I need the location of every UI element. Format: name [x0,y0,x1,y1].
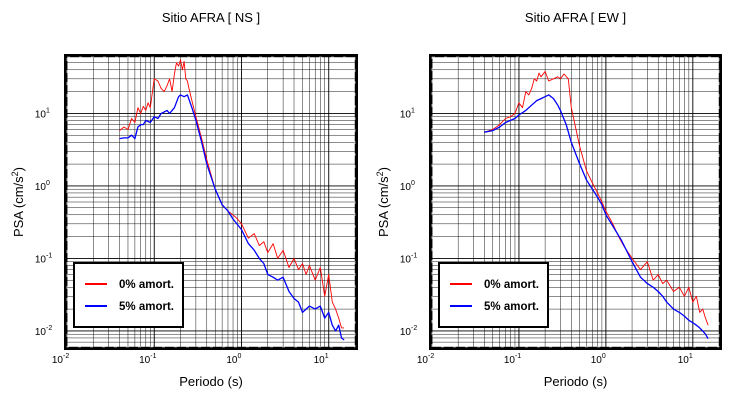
plot-frame [64,54,358,350]
chart-title: Sitio AFRA [ NS ] [162,10,260,25]
legend: 0% amort. 5% amort. [73,262,184,328]
y-tick-label: 10 [400,182,412,193]
y-tick-exponent: 1 [411,107,415,114]
x-tick-label: 10 [504,355,516,366]
y-tick-exponent: 0 [46,180,50,187]
legend-box [438,262,549,328]
x-tick-exponent: 0 [602,353,606,360]
y-tick-exponent: 0 [411,180,415,187]
x-tick-label: 10 [52,355,64,366]
y-axis-label-tail: ) [11,167,26,171]
y-tick-exponent: -1 [411,252,417,259]
x-axis-label: Periodo (s) [179,374,243,389]
y-tick-exponent: -2 [411,325,417,332]
plot-frame-dash [66,56,356,348]
y-tick-label: 10 [400,254,412,265]
legend-label-amort-0: 0% amort. [119,279,174,291]
plot-frame-dash [431,56,720,348]
y-tick-label: 10 [35,254,47,265]
x-tick-label: 10 [678,355,690,366]
x-tick-label: 10 [314,355,326,366]
y-tick-label: 10 [400,327,412,338]
legend-label-amort-5: 5% amort. [119,301,174,313]
y-axis-label-main: PSA (cm/s [376,176,391,237]
chart-title: Sitio AFRA [ EW ] [525,10,626,25]
x-tick-exponent: 0 [237,353,241,360]
y-tick-exponent: -2 [46,325,52,332]
y-tick-label: 10 [400,109,412,120]
legend-label-amort-0: 0% amort. [484,279,539,291]
x-tick-exponent: -1 [150,353,156,360]
y-axis-label: PSA (cm/s2) [375,167,391,237]
y-tick-exponent: -1 [46,252,52,259]
y-tick-label: 10 [35,109,47,120]
series-line-amort-0 [484,70,709,326]
y-axis-label-sup: 2 [10,171,20,176]
legend: 0% amort. 5% amort. [438,262,549,328]
legend-box [73,262,184,328]
x-tick-exponent: -2 [63,353,69,360]
legend-label-amort-5: 5% amort. [484,301,539,313]
y-tick-label: 10 [35,327,47,338]
series-line-amort-5 [119,94,345,341]
x-tick-label: 10 [417,355,429,366]
y-axis-label-tail: ) [376,167,391,171]
plot-frame [429,54,722,350]
x-tick-exponent: -2 [428,353,434,360]
x-tick-label: 10 [139,355,151,366]
x-axis-label: Periodo (s) [544,374,608,389]
y-axis-label: PSA (cm/s2) [10,167,26,237]
x-tick-label: 10 [591,355,603,366]
y-axis-label-main: PSA (cm/s [11,176,26,237]
x-tick-exponent: 1 [689,353,693,360]
series-line-amort-5 [484,94,709,340]
y-axis-label-sup: 2 [375,171,385,176]
x-tick-exponent: 1 [325,353,329,360]
x-tick-exponent: -1 [515,353,521,360]
y-tick-exponent: 1 [46,107,50,114]
series-line-amort-0 [119,59,345,329]
y-tick-label: 10 [35,182,47,193]
x-tick-label: 10 [226,355,238,366]
